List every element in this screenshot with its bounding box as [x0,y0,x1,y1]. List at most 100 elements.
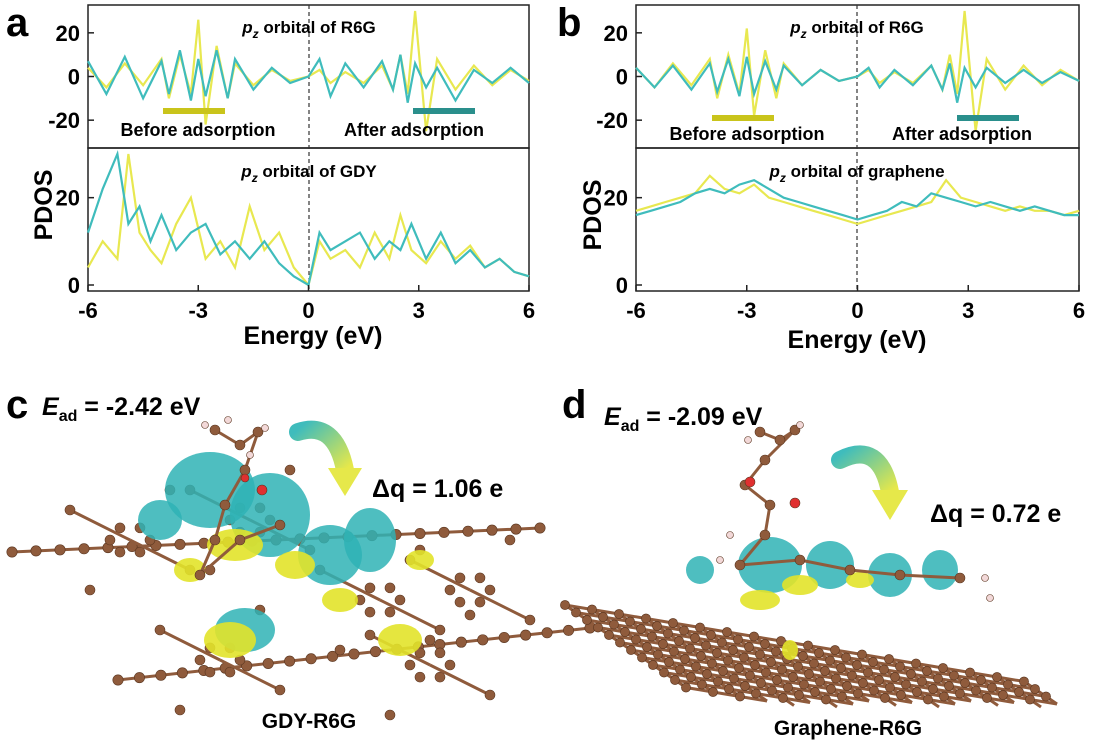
atom [939,691,949,702]
atom [1030,684,1040,694]
atom [261,424,269,432]
atom [464,609,476,621]
atom [739,652,749,663]
atom [774,434,786,446]
x-tick-label: -3 [188,298,208,323]
legend-after-a: After adsorption [344,120,484,140]
atom [364,606,376,618]
title-symbol: p [768,162,779,181]
title-subscript: z [800,27,807,41]
atom [760,639,770,649]
charge-transfer-arrow-c [289,420,362,496]
charge-density [138,500,182,540]
atom [879,664,889,675]
atom [890,672,900,682]
atom [868,657,878,667]
atom [745,670,755,681]
atom [982,693,992,703]
panel-d: d Ead = -2.09 eV Δq = 0.72 e Graphene-R6… [560,383,1061,740]
atom [252,426,264,438]
atom [663,628,673,639]
panel-a: a PDOS pz orbital of R6G pz orbital of G… [6,1,535,350]
legend-after-b: After adsorption [892,124,1032,144]
charge-density [782,640,798,660]
molecular-structure-gdy-r6g [6,416,596,721]
atom [262,657,274,669]
title-subscript: z [779,171,786,185]
atom [749,631,759,642]
atom [847,670,857,681]
atom [767,685,777,696]
atom [987,682,997,693]
y-tick-label: 0 [68,65,80,90]
atom [414,647,426,659]
atom [836,663,846,673]
atom [723,655,733,666]
atom [454,572,466,584]
y-tick-label: 0 [616,65,628,90]
atom [803,640,813,651]
atom [305,653,317,665]
title-text: orbital of graphene [786,162,945,181]
atom [744,476,756,488]
series-group-b-bottom [635,174,1080,226]
atom [744,642,754,652]
atom [504,534,516,546]
atom [826,684,836,694]
atom [701,640,711,651]
atom [234,439,246,451]
bond [899,573,961,580]
atom [830,645,840,655]
atom [680,654,690,664]
atom [434,624,446,636]
atom [858,678,868,688]
atom [438,526,450,538]
atom [722,627,732,637]
atom [857,649,867,660]
atom [637,652,647,663]
title-subscript: z [252,27,259,41]
atom [992,672,1002,682]
atom [697,679,707,690]
panel-letter-d: d [562,383,586,427]
atom [541,627,553,639]
atom [636,624,646,634]
atom [852,660,862,670]
charge-density [740,590,780,610]
y-axis-label-a: PDOS [30,170,58,241]
atom [911,658,921,669]
atom [1014,687,1024,697]
atom [424,634,436,646]
bond [198,539,217,576]
atom [593,622,603,633]
atom [759,454,771,466]
legend-bar-before-a [163,108,225,114]
series-line-after [87,50,530,103]
atom [434,647,446,659]
atom [740,681,750,691]
atom [404,659,416,671]
charge-density [322,588,358,612]
atom [690,633,700,643]
atom [134,546,146,558]
atom [653,649,663,660]
atom [484,584,496,596]
panel-letter-c: c [6,383,28,427]
atom [726,531,734,539]
atom [923,694,933,705]
subplot-title-b-bottom: pz orbital of graphene [768,162,944,185]
x-axis-label-a: Energy (eV) [244,322,383,350]
atom [971,685,981,696]
atom [794,690,804,700]
atom [563,624,575,636]
atom [224,666,236,678]
atom [933,673,943,684]
atom [155,669,167,681]
x-tick-label: -6 [626,298,646,323]
atom [759,529,771,541]
subplot-title-a-bottom: pz orbital of GDY [240,162,377,185]
atom [114,522,126,534]
y-tick-label: 20 [56,21,80,46]
structure-label-d: Graphene-R6G [774,717,922,740]
atom [571,607,581,618]
